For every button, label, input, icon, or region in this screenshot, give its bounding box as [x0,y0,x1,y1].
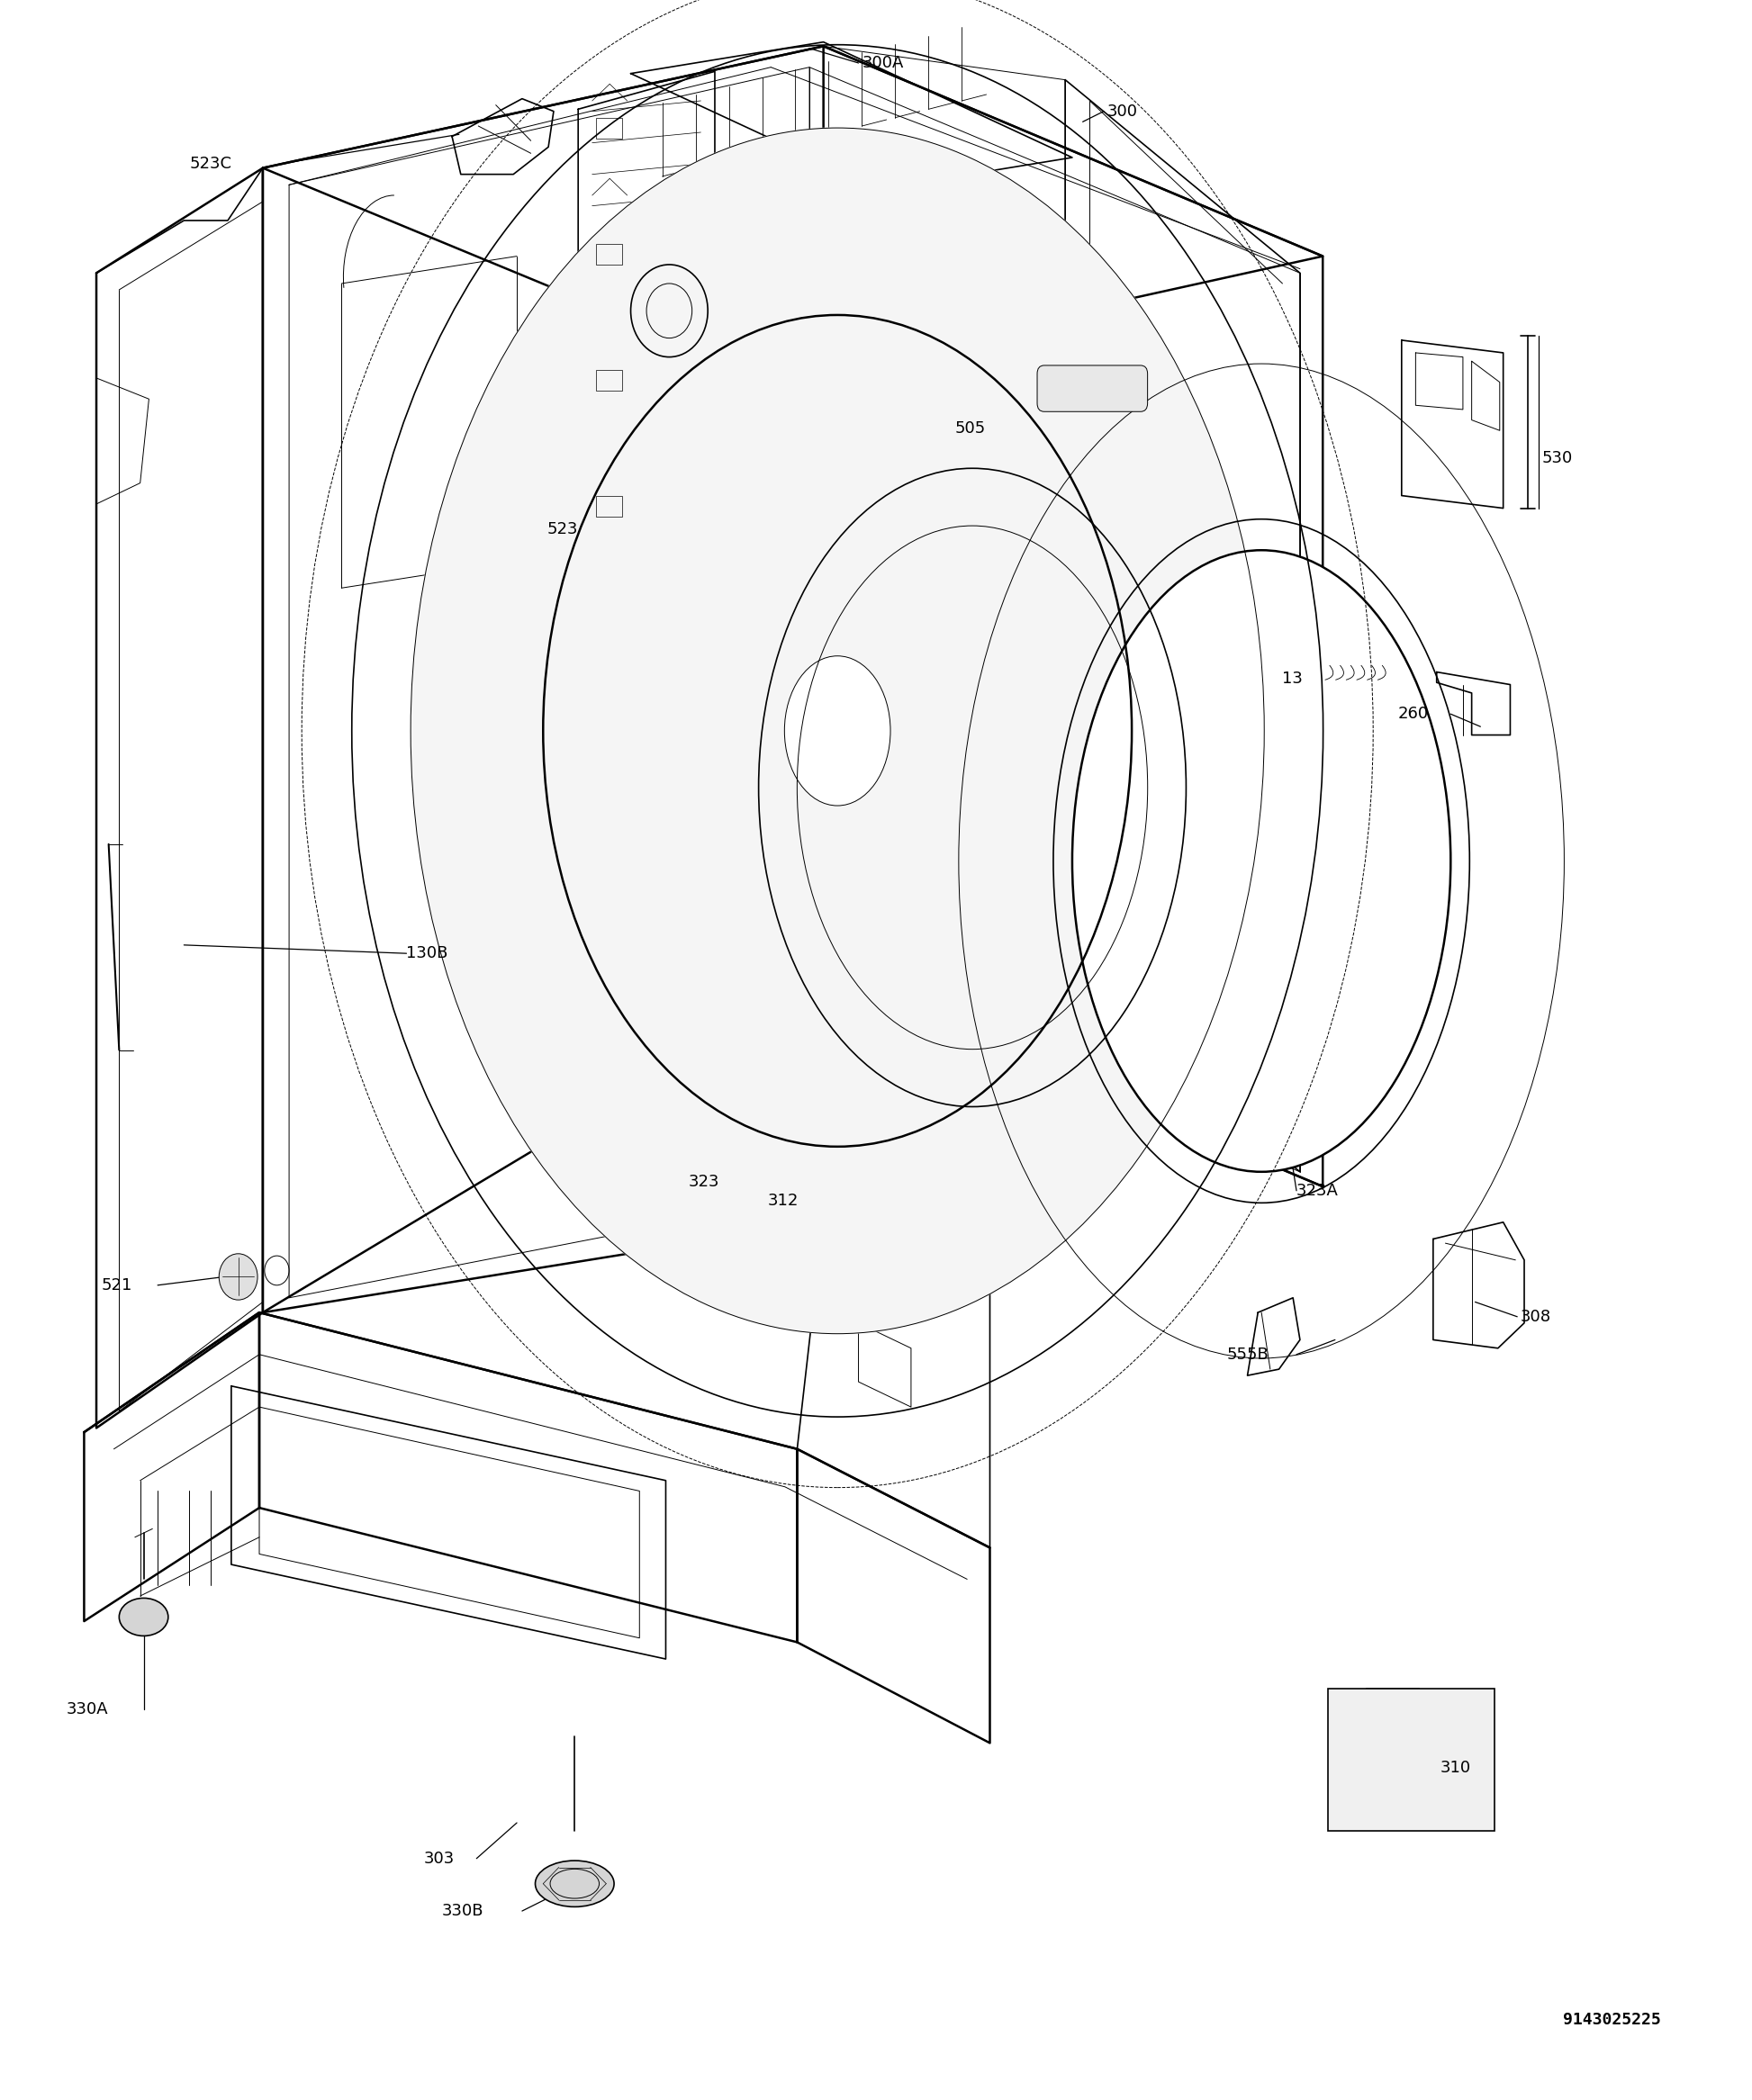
Text: 523C: 523C [189,155,231,172]
Circle shape [219,1254,258,1300]
Text: 308: 308 [1521,1308,1552,1325]
Text: 303: 303 [424,1850,456,1867]
FancyBboxPatch shape [1037,365,1148,412]
Text: 130B: 130B [406,945,449,962]
Text: 300: 300 [1107,103,1137,120]
Ellipse shape [536,1861,613,1907]
Text: 330A: 330A [67,1701,109,1718]
Bar [596,244,622,265]
Text: 260: 260 [1398,706,1430,722]
Text: 310: 310 [1440,1760,1472,1777]
Ellipse shape [119,1598,168,1636]
Text: 323A: 323A [1296,1182,1339,1199]
Ellipse shape [543,315,1132,1147]
Text: 523: 523 [547,521,578,538]
Bar [1328,1688,1494,1831]
Text: 555B: 555B [1226,1346,1268,1363]
Bar [596,370,622,391]
Text: 505: 505 [955,420,986,437]
Text: 312: 312 [767,1193,799,1210]
Text: 300A: 300A [862,55,904,71]
Text: 13: 13 [1282,670,1303,687]
Text: 323: 323 [689,1174,720,1191]
Text: 9143025225: 9143025225 [1563,2012,1661,2029]
Text: 521: 521 [102,1277,133,1294]
Bar [596,118,622,139]
Bar [596,496,622,517]
Text: 530: 530 [1542,449,1573,466]
Ellipse shape [410,128,1265,1333]
Ellipse shape [785,655,890,806]
Text: 330B: 330B [442,1903,484,1919]
Ellipse shape [1072,550,1451,1172]
